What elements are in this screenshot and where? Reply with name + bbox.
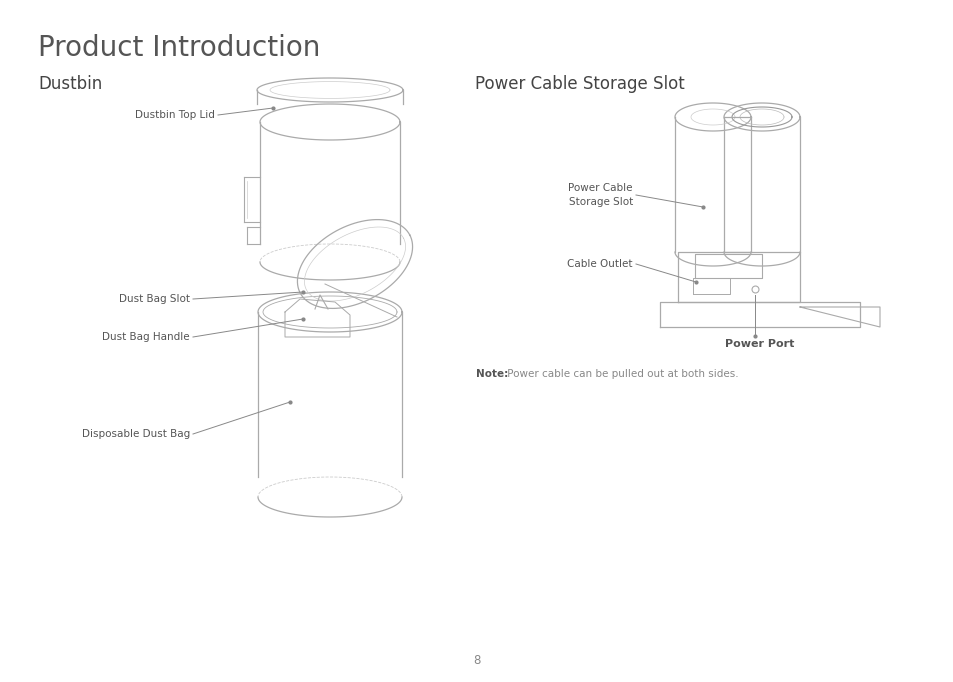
Text: Cable Outlet: Cable Outlet bbox=[567, 259, 633, 269]
Text: Dust Bag Handle: Dust Bag Handle bbox=[102, 332, 190, 342]
Text: Dustbin: Dustbin bbox=[38, 75, 102, 93]
Text: Product Introduction: Product Introduction bbox=[38, 34, 320, 62]
Text: Power cable can be pulled out at both sides.: Power cable can be pulled out at both si… bbox=[503, 369, 738, 379]
Text: Power Cable
Storage Slot: Power Cable Storage Slot bbox=[568, 183, 633, 207]
Text: Dustbin Top Lid: Dustbin Top Lid bbox=[135, 110, 214, 120]
Text: 8: 8 bbox=[473, 653, 480, 666]
Text: Disposable Dust Bag: Disposable Dust Bag bbox=[82, 429, 190, 439]
Text: Power Cable Storage Slot: Power Cable Storage Slot bbox=[475, 75, 684, 93]
Text: Dust Bag Slot: Dust Bag Slot bbox=[119, 294, 190, 304]
Text: Power Port: Power Port bbox=[724, 339, 794, 349]
Text: Note:: Note: bbox=[476, 369, 508, 379]
